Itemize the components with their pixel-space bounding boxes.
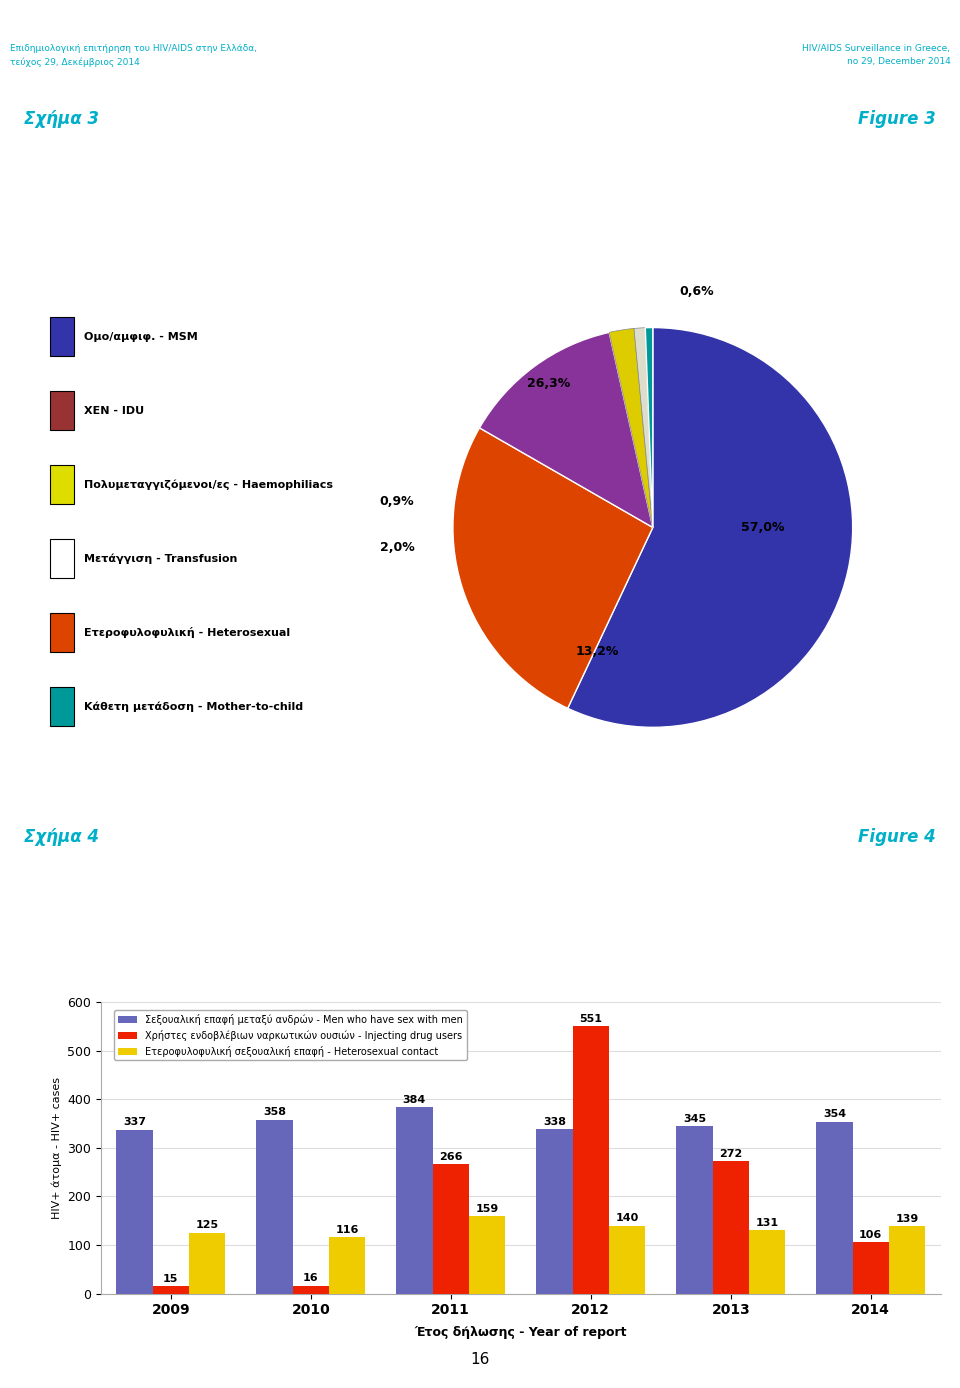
Bar xyxy=(749,1230,785,1294)
Bar xyxy=(816,1122,852,1294)
Text: ΧΕΝ - IDU: ΧΕΝ - IDU xyxy=(84,405,144,415)
Text: 16: 16 xyxy=(303,1273,319,1284)
Text: 26,3%: 26,3% xyxy=(527,378,570,390)
Text: HIV infections by transmission group and year of report in Greece reported betwe: HIV infections by transmission group and… xyxy=(161,941,799,954)
Bar xyxy=(51,539,74,579)
Text: 551: 551 xyxy=(579,1013,602,1023)
Text: Ετεροφυλοφυλική - Heterosexual: Ετεροφυλοφυλική - Heterosexual xyxy=(84,627,290,638)
Bar xyxy=(852,1242,889,1294)
Bar xyxy=(51,612,74,652)
Text: 266: 266 xyxy=(439,1152,463,1162)
Y-axis label: HIV+ άτομα - HIV+ cases: HIV+ άτομα - HIV+ cases xyxy=(51,1077,61,1219)
Wedge shape xyxy=(645,328,653,527)
Wedge shape xyxy=(610,329,653,527)
Bar xyxy=(609,1226,645,1294)
Bar xyxy=(51,391,74,430)
Text: 13,2%: 13,2% xyxy=(575,645,618,658)
Text: Επιδημιολογική επιτήρηση του HIV/AIDS στην Ελλάδα,
τεύχος 29, Δεκέμβριος 2014: Επιδημιολογική επιτήρηση του HIV/AIDS στ… xyxy=(10,44,256,67)
Bar xyxy=(676,1126,712,1294)
Text: 106: 106 xyxy=(859,1230,882,1239)
Wedge shape xyxy=(567,328,852,727)
Text: Μετάγγιση - Transfusion: Μετάγγιση - Transfusion xyxy=(84,554,237,564)
Bar xyxy=(537,1130,572,1294)
Text: Figure 4: Figure 4 xyxy=(858,829,936,845)
Text: 0,9%: 0,9% xyxy=(379,496,415,508)
Bar xyxy=(469,1216,505,1294)
Text: 354: 354 xyxy=(823,1109,846,1119)
Text: Σχήμα 3: Σχήμα 3 xyxy=(24,111,99,128)
Text: 125: 125 xyxy=(196,1220,219,1230)
Wedge shape xyxy=(479,332,653,527)
Text: 57,0%: 57,0% xyxy=(741,520,784,534)
Bar xyxy=(329,1237,366,1294)
Text: 139: 139 xyxy=(896,1213,919,1224)
Wedge shape xyxy=(634,328,653,527)
Text: 345: 345 xyxy=(683,1113,706,1124)
Bar xyxy=(712,1162,749,1294)
Bar xyxy=(293,1285,329,1294)
Bar xyxy=(433,1165,469,1294)
Bar xyxy=(116,1130,153,1294)
Bar xyxy=(396,1108,433,1294)
Text: HIV infections by transmission group in Greece reported by 31/12/2014
(cases who: HIV infections by transmission group in … xyxy=(244,219,716,250)
Text: 337: 337 xyxy=(123,1117,146,1127)
Bar xyxy=(189,1233,226,1294)
Text: 0,6%: 0,6% xyxy=(680,285,714,298)
Text: HIV/AIDS Surveillance in Greece,
no 29, December 2014: HIV/AIDS Surveillance in Greece, no 29, … xyxy=(803,44,950,65)
Text: Ομο/αμφιφ. - MSM: Ομο/αμφιφ. - MSM xyxy=(84,332,198,341)
Text: 15: 15 xyxy=(163,1274,179,1284)
Bar xyxy=(51,465,74,504)
Text: 16: 16 xyxy=(470,1352,490,1367)
Bar xyxy=(889,1226,925,1294)
Text: Figure 3: Figure 3 xyxy=(858,111,936,128)
X-axis label: Έτος δήλωσης - Year of report: Έτος δήλωσης - Year of report xyxy=(415,1326,627,1338)
Text: Συνολικά δηλωθέντα HIV οροθετικά άτομα κατά κατηγορία μετάδοσης στην Ελλάδα μέχρ: Συνολικά δηλωθέντα HIV οροθετικά άτομα κ… xyxy=(145,154,815,185)
Text: 116: 116 xyxy=(335,1224,359,1235)
Text: Σχήμα 4: Σχήμα 4 xyxy=(24,829,99,845)
Text: Κάθετη μετάδοση - Mother-to-child: Κάθετη μετάδοση - Mother-to-child xyxy=(84,701,303,712)
Bar xyxy=(51,316,74,357)
Text: 140: 140 xyxy=(615,1213,638,1223)
Text: 338: 338 xyxy=(543,1117,565,1127)
Bar xyxy=(572,1026,609,1294)
Bar xyxy=(153,1287,189,1294)
Text: 272: 272 xyxy=(719,1149,742,1159)
Text: 159: 159 xyxy=(475,1203,499,1214)
Text: Πολυμεταγγιζόμενοι/ες - Haemophiliacs: Πολυμεταγγιζόμενοι/ες - Haemophiliacs xyxy=(84,479,333,490)
Bar xyxy=(51,687,74,726)
Legend: Σεξουαλική επαφή μεταξύ ανδρών - Men who have sex with men, Χρήστες ενδοβλέβιων : Σεξουαλική επαφή μεταξύ ανδρών - Men who… xyxy=(114,1010,467,1060)
Text: 358: 358 xyxy=(263,1108,286,1117)
Text: Συνολικά δηλωθέντα HIV οροθετικά άτομα στην Ελλάδα κατά κατηγορία μετάδοσης και : Συνολικά δηλωθέντα HIV οροθετικά άτομα σ… xyxy=(101,888,859,901)
Bar xyxy=(256,1120,293,1294)
Text: 2,0%: 2,0% xyxy=(379,541,415,554)
Wedge shape xyxy=(453,428,653,708)
Text: 131: 131 xyxy=(756,1217,779,1227)
Text: 384: 384 xyxy=(403,1095,426,1105)
